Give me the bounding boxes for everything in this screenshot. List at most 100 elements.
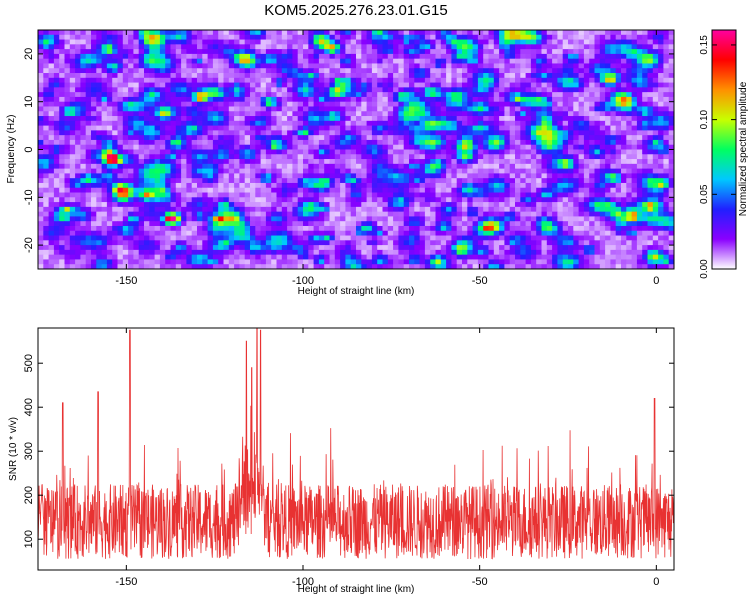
heatmap-cell bbox=[493, 206, 500, 213]
heatmap-cell bbox=[223, 39, 230, 45]
heatmap-cell bbox=[509, 130, 516, 136]
heatmap-cell bbox=[424, 53, 431, 60]
heatmap-cell bbox=[647, 125, 654, 131]
heatmap-cell bbox=[599, 159, 606, 165]
heatmap-cell bbox=[239, 39, 246, 45]
heatmap-cell bbox=[276, 149, 283, 155]
heatmap-cell bbox=[218, 96, 224, 103]
heatmap-cell bbox=[218, 221, 224, 227]
heatmap-cell bbox=[552, 192, 558, 198]
heatmap-cell bbox=[186, 159, 193, 165]
heatmap-cell bbox=[636, 197, 643, 203]
heatmap-cell bbox=[387, 34, 394, 40]
heatmap-cell bbox=[340, 225, 346, 232]
heatmap-cell bbox=[366, 197, 373, 203]
heatmap-cell bbox=[366, 211, 373, 217]
heatmap-cell bbox=[276, 101, 283, 107]
heatmap-cell bbox=[313, 106, 320, 112]
heatmap-cell bbox=[106, 101, 113, 107]
heatmap-cell bbox=[520, 192, 526, 198]
heatmap-cell bbox=[329, 187, 336, 193]
heatmap-cell bbox=[477, 77, 484, 83]
heatmap-cell bbox=[207, 58, 214, 64]
heatmap-cell bbox=[64, 73, 71, 79]
heatmap-cell bbox=[191, 182, 198, 189]
heatmap-cell bbox=[149, 111, 155, 117]
heatmap-cell bbox=[96, 82, 102, 88]
heatmap-cell bbox=[568, 192, 574, 198]
heatmap-cell bbox=[456, 77, 463, 83]
heatmap-cell bbox=[80, 82, 87, 88]
heatmap-cell bbox=[122, 92, 129, 98]
heatmap-cell bbox=[149, 44, 155, 50]
heatmap-cell bbox=[287, 30, 293, 36]
heatmap-cell bbox=[488, 96, 495, 103]
heatmap-cell bbox=[398, 178, 405, 184]
heatmap-cell bbox=[186, 82, 193, 88]
heatmap-cell bbox=[128, 106, 134, 112]
heatmap-cell bbox=[197, 182, 203, 189]
heatmap-cell bbox=[409, 211, 415, 217]
heatmap-cell bbox=[435, 106, 442, 112]
heatmap-cell bbox=[536, 116, 542, 122]
heatmap-cell bbox=[477, 39, 484, 45]
heatmap-cell bbox=[663, 221, 670, 227]
heatmap-cell bbox=[255, 77, 261, 83]
heatmap-cell bbox=[350, 111, 357, 117]
heatmap-cell bbox=[647, 187, 654, 193]
heatmap-cell bbox=[626, 116, 632, 122]
heatmap-cell bbox=[361, 178, 367, 184]
heatmap-cell bbox=[652, 92, 659, 98]
heatmap-cell bbox=[239, 73, 246, 79]
heatmap-cell bbox=[424, 92, 431, 98]
heatmap-cell bbox=[499, 149, 505, 155]
heatmap-cell bbox=[647, 58, 654, 64]
heatmap-cell bbox=[197, 73, 203, 79]
heatmap-cell bbox=[440, 149, 447, 155]
heatmap-cell bbox=[287, 111, 293, 117]
heatmap-cell bbox=[578, 178, 585, 184]
heatmap-cell bbox=[377, 178, 383, 184]
heatmap-cell bbox=[615, 149, 622, 155]
heatmap-cell bbox=[128, 163, 134, 170]
heatmap-cell bbox=[101, 130, 108, 136]
heatmap-cell bbox=[615, 135, 622, 141]
heatmap-cell bbox=[642, 44, 648, 50]
heatmap-cell bbox=[218, 53, 224, 60]
heatmap-cell bbox=[541, 92, 548, 98]
heatmap-cell bbox=[419, 87, 426, 93]
heatmap-cell bbox=[382, 106, 389, 112]
heatmap-cell bbox=[303, 58, 309, 64]
heatmap-cell bbox=[403, 130, 410, 136]
heatmap-cell bbox=[477, 130, 484, 136]
heatmap-cell bbox=[96, 34, 102, 40]
heatmap-cell bbox=[149, 39, 155, 45]
heatmap-cell bbox=[435, 139, 442, 146]
heatmap-cell bbox=[525, 68, 532, 74]
heatmap-cell bbox=[626, 44, 632, 50]
heatmap-cell bbox=[334, 44, 341, 50]
heatmap-cell bbox=[43, 120, 49, 126]
heatmap-cell bbox=[255, 63, 261, 69]
heatmap-cell bbox=[287, 63, 293, 69]
heatmap-cell bbox=[435, 111, 442, 117]
heatmap-cell bbox=[244, 116, 251, 122]
heatmap-cell bbox=[128, 135, 134, 141]
heatmap-cell bbox=[281, 225, 288, 232]
heatmap-cell bbox=[361, 30, 367, 36]
heatmap-cell bbox=[250, 159, 256, 165]
heatmap-cell bbox=[472, 135, 479, 141]
heatmap-cell bbox=[48, 202, 55, 208]
heatmap-cell bbox=[345, 159, 352, 165]
heatmap-cell bbox=[234, 163, 240, 170]
heatmap-cell bbox=[387, 106, 394, 112]
heatmap-cell bbox=[64, 192, 71, 198]
heatmap-cell bbox=[552, 173, 558, 179]
heatmap-cell bbox=[175, 168, 182, 174]
heatmap-cell bbox=[483, 87, 489, 93]
heatmap-cell bbox=[493, 163, 500, 170]
heatmap-cell bbox=[451, 44, 458, 50]
heatmap-cell bbox=[430, 221, 436, 227]
heatmap-cell bbox=[244, 82, 251, 88]
